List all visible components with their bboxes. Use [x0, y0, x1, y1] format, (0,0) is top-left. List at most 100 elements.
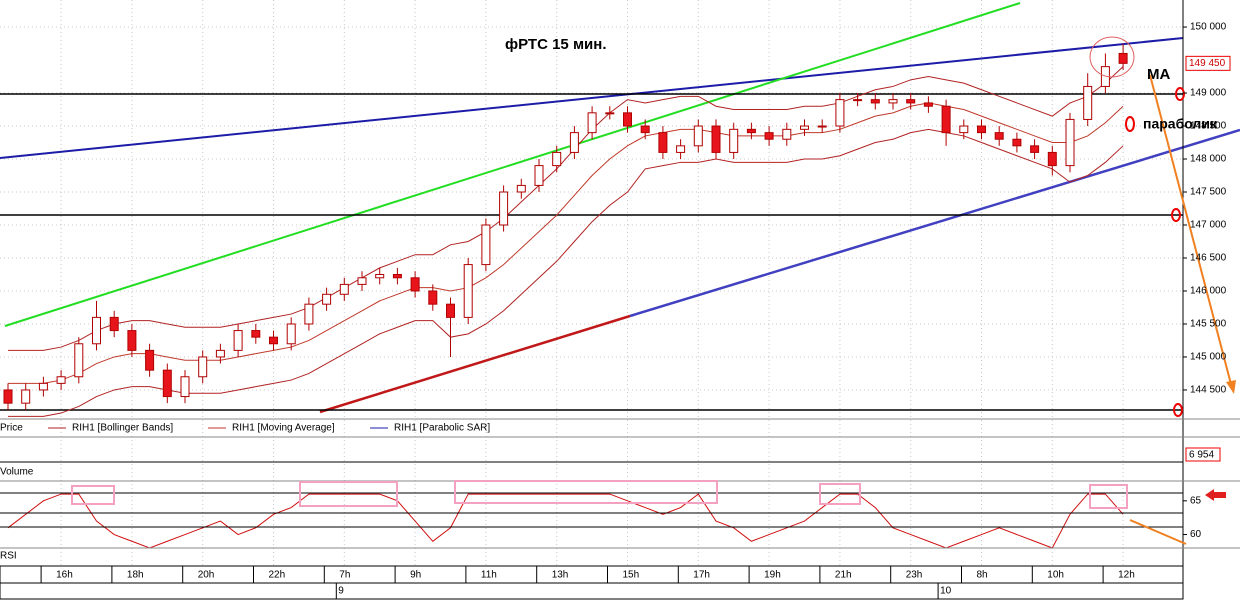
- candle-body: [357, 277, 367, 285]
- rsi-tick-label: 60: [1190, 529, 1202, 540]
- candle-body: [463, 264, 473, 318]
- y-tick-label: 146 500: [1190, 253, 1227, 264]
- x-tick-label: 17h: [693, 570, 710, 581]
- candle-body: [410, 277, 420, 292]
- candle-body: [3, 389, 13, 404]
- legend-item: RIH1 [Parabolic SAR]: [394, 423, 490, 434]
- candle-body: [481, 224, 491, 266]
- candle-body: [286, 323, 296, 345]
- legend-item: RIH1 [Moving Average]: [232, 423, 335, 434]
- candle-body: [251, 330, 261, 338]
- arrow: [1149, 74, 1233, 389]
- candle-body: [322, 293, 332, 305]
- candle-body: [587, 112, 597, 134]
- x-tick-label: 11h: [481, 570, 497, 581]
- candle-body: [1118, 52, 1128, 64]
- candle-body: [339, 283, 349, 295]
- candle-body: [428, 290, 438, 305]
- x-tick-label: 16h: [56, 570, 73, 581]
- highlight-box: [299, 481, 398, 507]
- candle-body: [906, 99, 916, 104]
- candle-body: [1065, 118, 1075, 167]
- panel-label: RSI: [0, 551, 17, 562]
- highlights: [71, 480, 1128, 509]
- chart-title: фРТС 15 мин.: [505, 36, 607, 53]
- candle-body: [92, 316, 101, 345]
- candle-body: [162, 369, 172, 398]
- y-tick-label: 145 500: [1190, 319, 1227, 330]
- arrow: [1129, 519, 1187, 545]
- y-tick-label: 145 000: [1190, 352, 1227, 363]
- trend-line: [629, 128, 1240, 318]
- y-tick-label: 144 500: [1190, 385, 1227, 396]
- candle-body: [640, 125, 650, 134]
- moving-average: [8, 102, 1124, 384]
- candle-body: [835, 99, 845, 127]
- y-tick-label: 149 000: [1190, 88, 1227, 99]
- candle-body: [215, 349, 225, 358]
- legend-item: Price: [0, 423, 23, 434]
- candle-body: [304, 303, 314, 325]
- arrow-head: [1226, 380, 1236, 394]
- candle-body: [729, 128, 739, 153]
- candle-body: [817, 125, 827, 128]
- candle-body: [21, 389, 31, 404]
- arrow: [1205, 489, 1226, 501]
- candle-body: [552, 151, 562, 167]
- candle-body: [923, 102, 933, 107]
- x-tick-label: 21h: [835, 570, 852, 581]
- candle-body: [853, 99, 863, 102]
- candle-body: [1047, 151, 1057, 167]
- candle-body: [233, 330, 243, 351]
- candle-body: [180, 376, 190, 398]
- candle-body: [994, 132, 1004, 140]
- date-label: 10: [940, 586, 952, 597]
- highlight-box: [454, 480, 718, 504]
- y-tick-label: 147 000: [1190, 220, 1227, 231]
- candle-body: [746, 128, 756, 134]
- candle-body: [198, 356, 208, 378]
- rsi-tick-label: 65: [1190, 495, 1202, 506]
- panel-label: Volume: [0, 467, 34, 478]
- candle-body: [375, 273, 385, 279]
- bollinger-upper: [8, 66, 1124, 351]
- y-tick-label: 148 000: [1190, 154, 1227, 165]
- trend-line: [319, 314, 631, 414]
- y-tick-label: 146 000: [1190, 286, 1227, 297]
- candle-body: [693, 125, 703, 147]
- candle-body: [1030, 145, 1040, 153]
- candle-body: [888, 99, 898, 104]
- candle-body: [127, 330, 137, 351]
- x-tick-label: 22h: [269, 570, 286, 581]
- candle-body: [800, 125, 809, 130]
- bollinger-lower: [8, 128, 1124, 417]
- candle-body: [676, 145, 686, 153]
- last-price-box: [1185, 55, 1231, 71]
- candle-body: [977, 125, 986, 134]
- highlight-box: [71, 485, 115, 505]
- candle-body: [605, 112, 615, 115]
- candle-body: [516, 184, 526, 193]
- trend-line: [4, 2, 1021, 327]
- circle-mark: [1089, 36, 1135, 78]
- circle-mark: [1125, 116, 1135, 132]
- candle-body: [56, 376, 66, 384]
- candle-body: [569, 132, 579, 153]
- x-tick-label: 15h: [623, 570, 640, 581]
- circle-mark: [1171, 208, 1181, 222]
- highlight-box: [1089, 484, 1128, 509]
- x-tick-label: 8h: [977, 570, 988, 581]
- candle-body: [446, 303, 455, 318]
- x-tick-label: 18h: [127, 570, 144, 581]
- candle-body: [499, 191, 509, 226]
- last-price-label: 149 450: [1189, 58, 1226, 69]
- candle-body: [941, 105, 951, 134]
- plot: [3, 43, 1128, 549]
- x-tick-label: 10h: [1047, 570, 1064, 581]
- candle-body: [959, 125, 969, 134]
- x-tick-label: 19h: [764, 570, 781, 581]
- candle-body: [109, 316, 119, 332]
- x-tick-label: 20h: [198, 570, 215, 581]
